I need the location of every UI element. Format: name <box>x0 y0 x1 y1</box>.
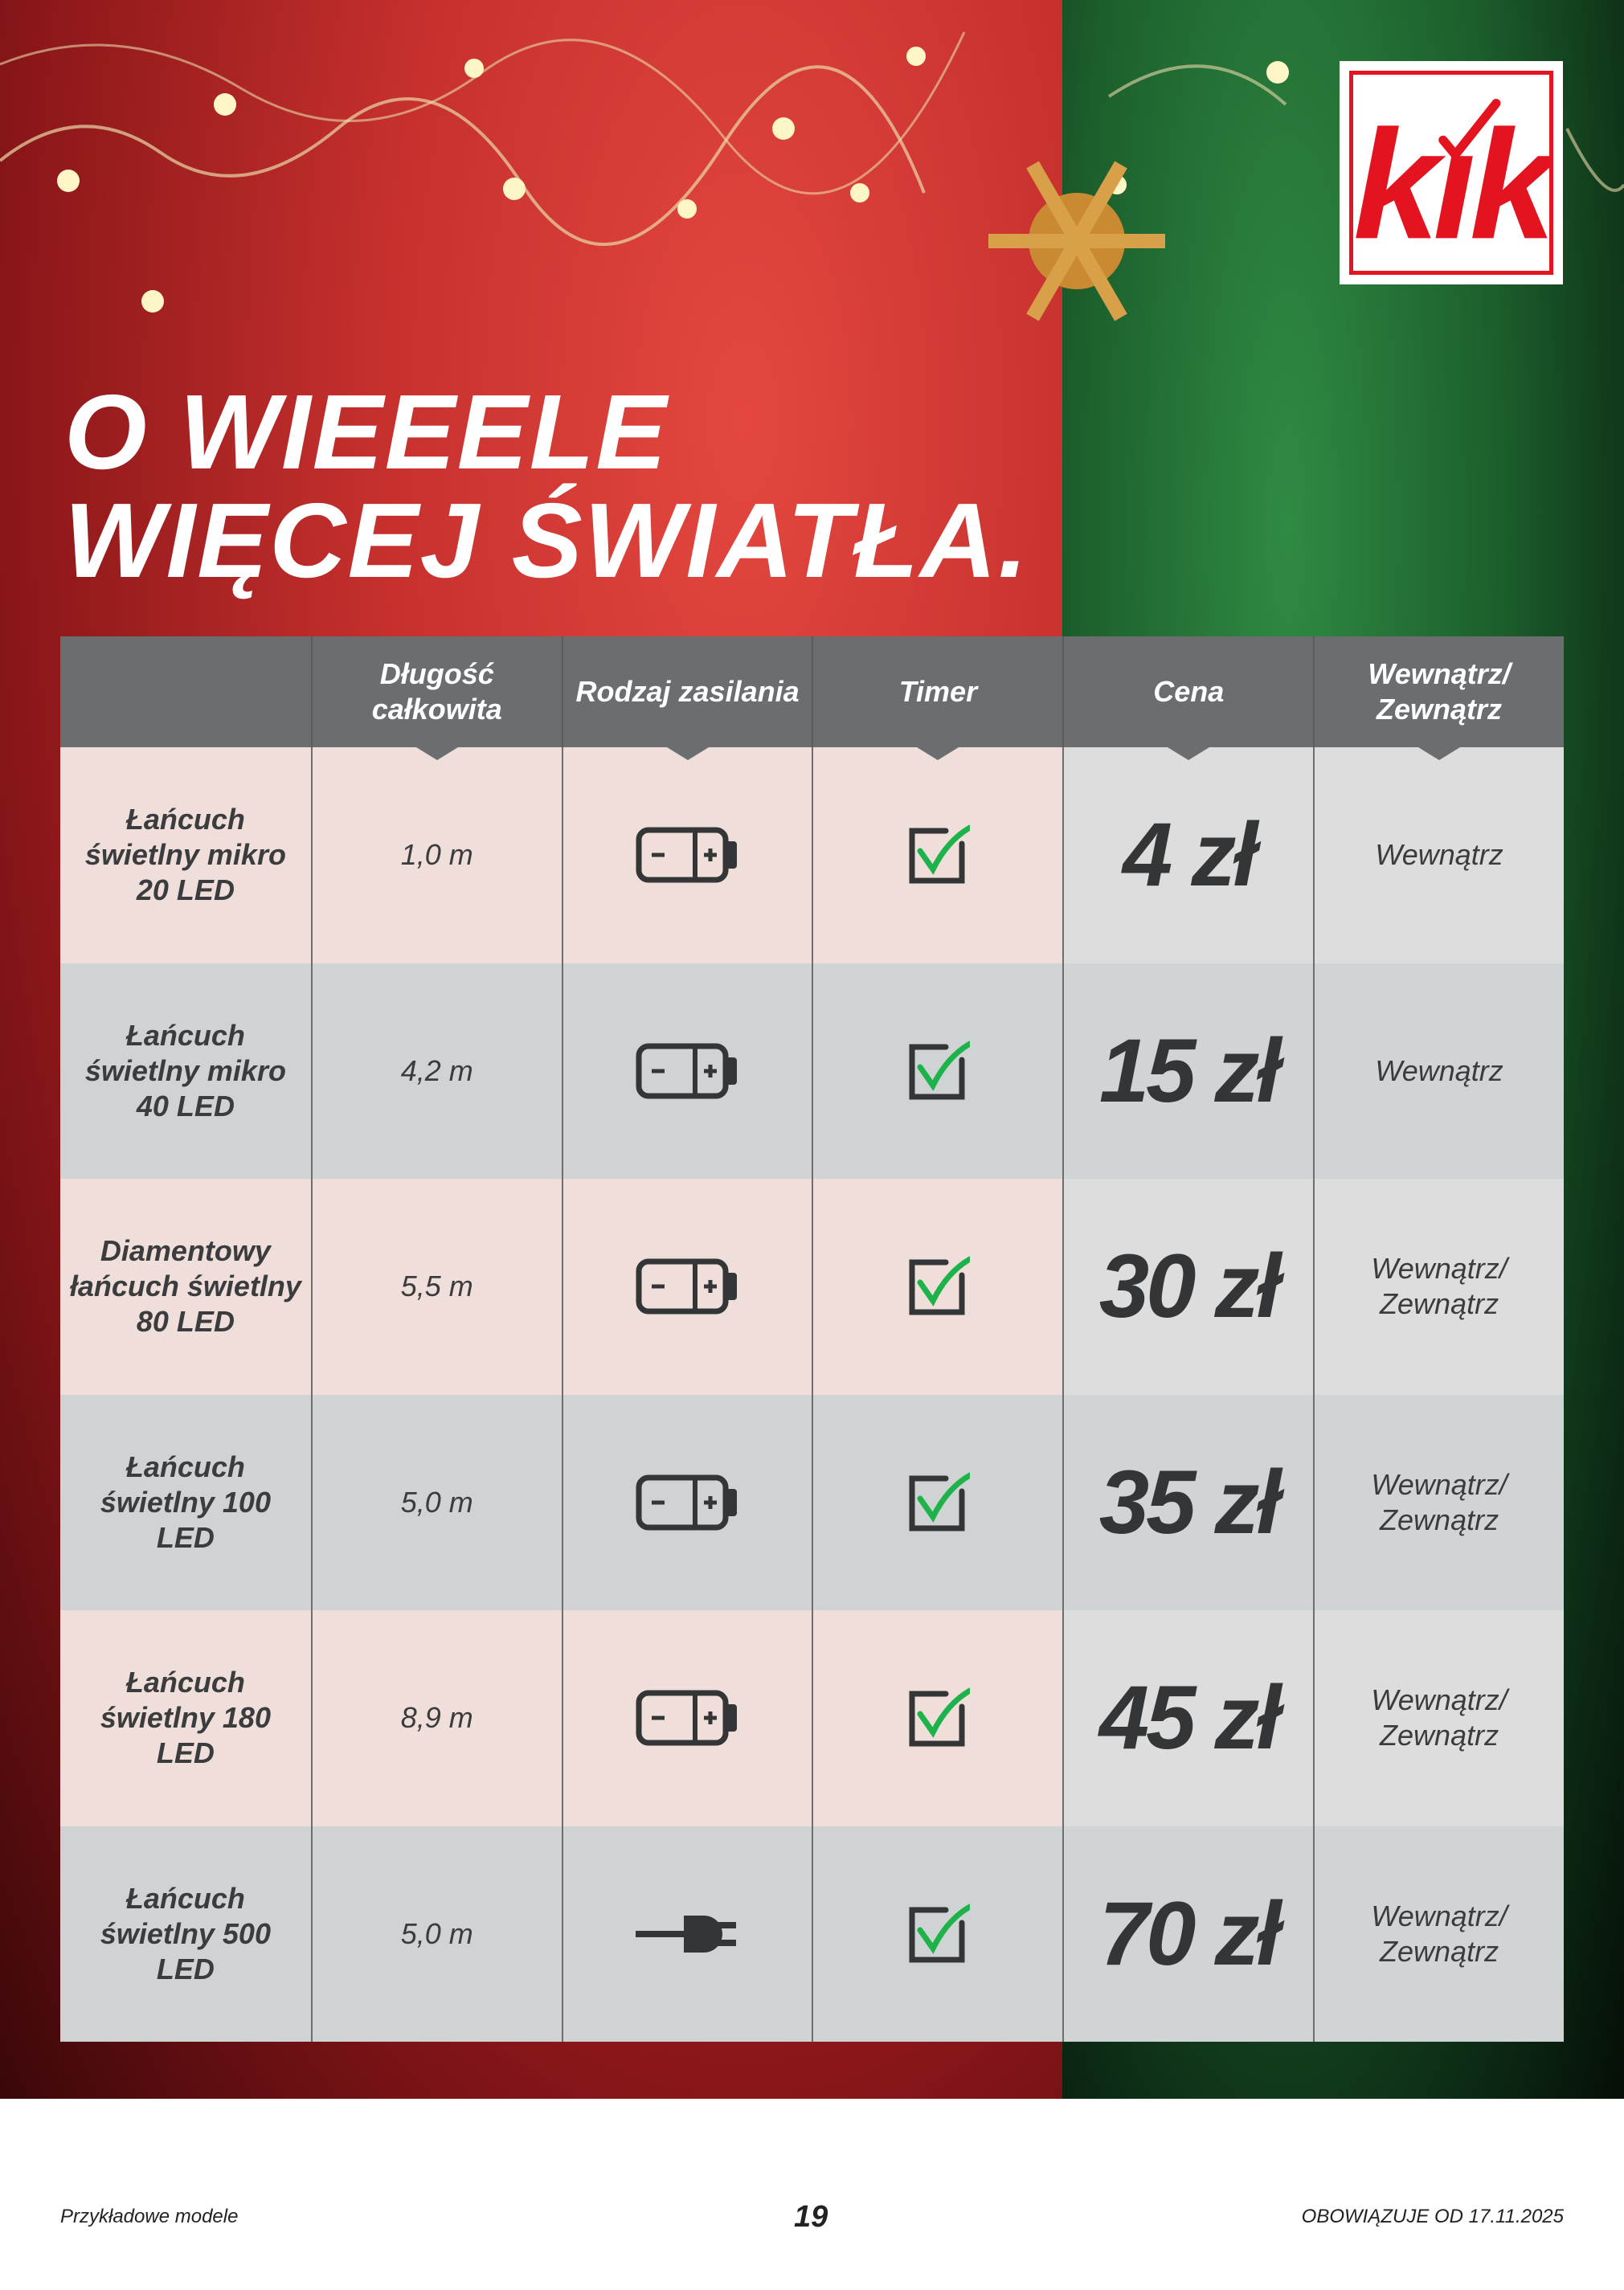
price: 45 zł <box>1062 1610 1314 1826</box>
checkbox-checked-icon <box>812 1179 1063 1395</box>
price: 70 zł <box>1062 1826 1314 2042</box>
header-empty <box>60 636 311 747</box>
headline: O WIEEELE WIĘCEJ ŚWIATŁA. <box>64 378 1029 595</box>
location-value: Wewnątrz/ Zewnątrz <box>1313 1826 1565 2042</box>
price: 30 zł <box>1062 1179 1314 1395</box>
table-header: Długość całkowita Rodzaj zasilania Timer… <box>60 636 1564 760</box>
table-row: Łańcuch świetlny 180 LED 8,9 m 45 zł Wew… <box>60 1610 1565 1826</box>
length-value: 5,5 m <box>310 1179 562 1395</box>
checkbox-checked-icon <box>812 1826 1063 2042</box>
christmas-lights-decoration <box>0 31 1624 321</box>
battery-icon <box>561 1394 812 1610</box>
location-value: Wewnątrz/ Zewnątrz <box>1313 1179 1565 1395</box>
location-value: Wewnątrz/ Zewnątrz <box>1313 1394 1565 1610</box>
product-name: Łańcuch świetlny 100 LED <box>60 1394 311 1610</box>
header-price: Cena <box>1062 636 1313 760</box>
page-number: 19 <box>794 2200 828 2234</box>
headline-line-2: WIĘCEJ ŚWIATŁA. <box>64 481 1029 599</box>
table-row: Łańcuch świetlny 500 LED 5,0 m 70 zł Wew… <box>60 1826 1565 2042</box>
table-row: Łańcuch świetlny mikro 40 LED 4,2 m 15 z… <box>60 963 1565 1179</box>
header-length: Długość całkowita <box>310 636 562 760</box>
table-row: Łańcuch świetlny mikro 20 LED 1,0 m 4 zł… <box>60 747 1565 963</box>
plug-icon <box>561 1826 812 2042</box>
price: 35 zł <box>1062 1394 1314 1610</box>
checkbox-checked-icon <box>812 963 1063 1179</box>
comparison-table: Długość całkowita Rodzaj zasilania Timer… <box>60 636 1565 2042</box>
product-name: Łańcuch świetlny mikro 20 LED <box>60 747 311 963</box>
product-name: Łańcuch świetlny 180 LED <box>60 1610 311 1826</box>
product-name: Łańcuch świetlny mikro 40 LED <box>60 963 311 1179</box>
battery-icon <box>561 1610 812 1826</box>
product-name: Diamentowy łańcuch świetlny 80 LED <box>60 1179 311 1395</box>
validity-date: OBOWIĄZUJE OD 17.11.2025 <box>1301 2206 1564 2227</box>
table-row: Diamentowy łańcuch świetlny 80 LED 5,5 m… <box>60 1179 1565 1395</box>
length-value: 1,0 m <box>310 747 562 963</box>
footer-note: Przykładowe modele <box>60 2206 239 2227</box>
battery-icon <box>561 963 812 1179</box>
svg-text:kık: kık <box>1353 97 1549 271</box>
header-location: Wewnątrz/ Zewnątrz <box>1313 636 1564 760</box>
location-value: Wewnątrz <box>1313 963 1565 1179</box>
product-name: Łańcuch świetlny 500 LED <box>60 1826 311 2042</box>
length-value: 5,0 m <box>310 1394 562 1610</box>
checkbox-checked-icon <box>812 1610 1063 1826</box>
battery-icon <box>561 1179 812 1395</box>
length-value: 5,0 m <box>310 1826 562 2042</box>
header-power: Rodzaj zasilania <box>561 636 812 760</box>
checkbox-checked-icon <box>812 1394 1063 1610</box>
snowflake-ornament <box>988 161 1165 321</box>
headline-line-1: O WIEEELE <box>64 373 669 491</box>
price: 4 zł <box>1062 747 1314 963</box>
kik-logo: kık <box>1340 61 1569 284</box>
header-timer: Timer <box>812 636 1062 760</box>
length-value: 4,2 m <box>310 963 562 1179</box>
battery-icon <box>561 747 812 963</box>
table-row: Łańcuch świetlny 100 LED 5,0 m 35 zł Wew… <box>60 1394 1565 1610</box>
location-value: Wewnątrz <box>1313 747 1565 963</box>
location-value: Wewnątrz/ Zewnątrz <box>1313 1610 1565 1826</box>
length-value: 8,9 m <box>310 1610 562 1826</box>
checkbox-checked-icon <box>812 747 1063 963</box>
price: 15 zł <box>1062 963 1314 1179</box>
